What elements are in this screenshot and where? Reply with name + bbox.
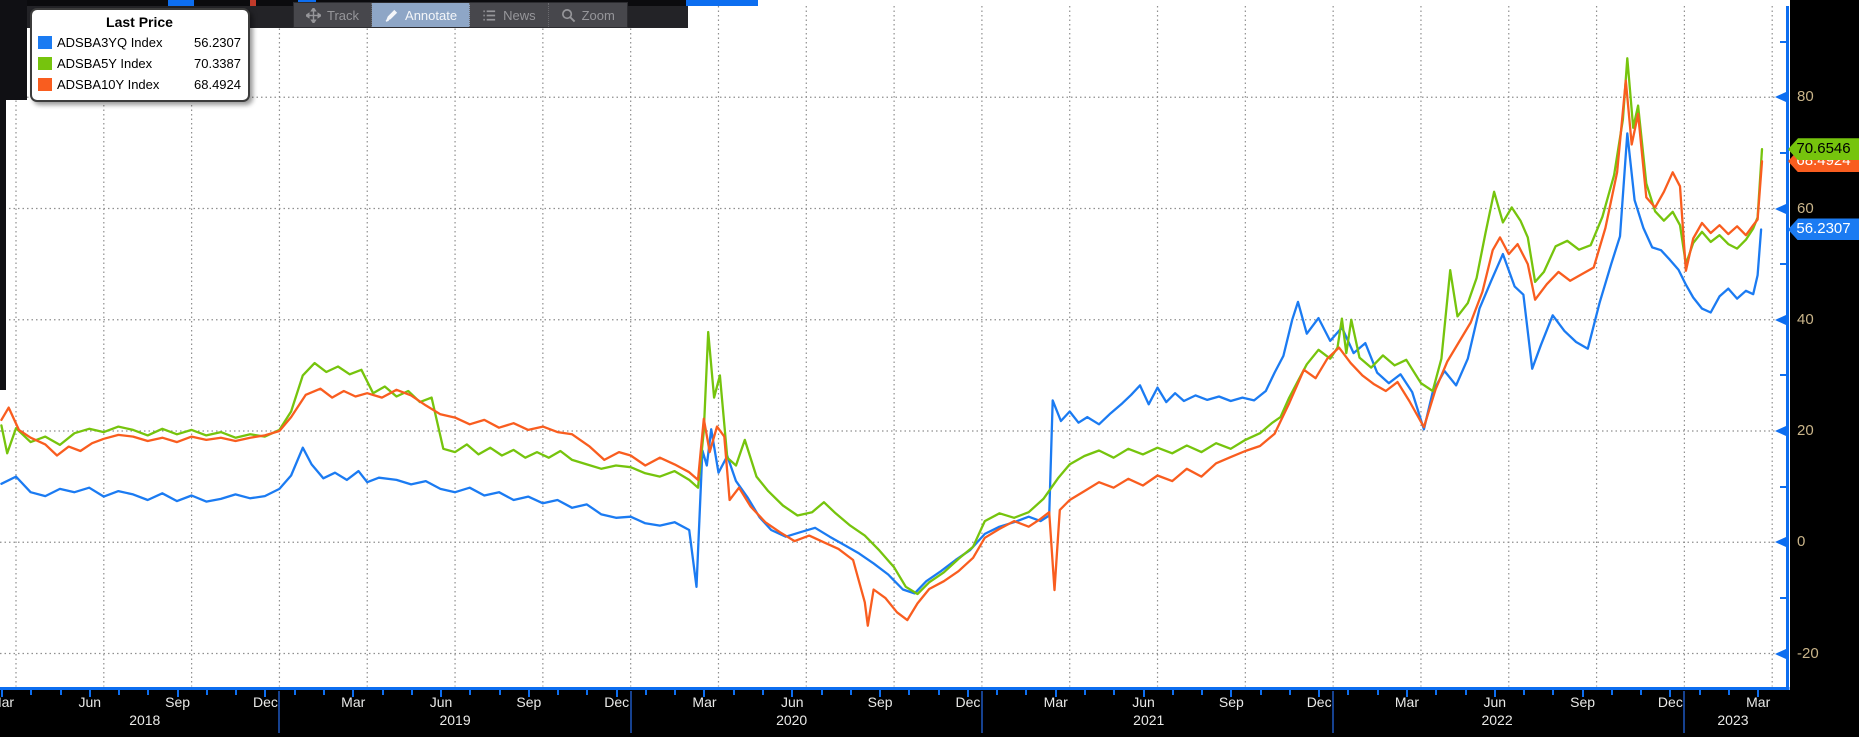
zoom-button-label: Zoom [581, 7, 615, 23]
annotate-button-label: Annotate [405, 7, 458, 23]
scroll-thumb[interactable] [168, 0, 194, 6]
legend-item-value: 56.2307 [194, 35, 241, 50]
legend-item-adsba10y[interactable]: ADSBA10Y Index 68.4924 [38, 74, 241, 95]
legend-item-name: ADSBA3YQ Index [57, 35, 163, 50]
series-line-ADSBA10Y[interactable] [0, 79, 1764, 627]
move-icon [306, 7, 321, 23]
zoom-button[interactable]: Zoom [549, 3, 627, 27]
legend-title: Last Price [106, 14, 173, 30]
track-button-label: Track [327, 7, 360, 23]
legend-item-adsba3yq[interactable]: ADSBA3YQ Index 56.2307 [38, 32, 241, 53]
legend-item-name: ADSBA5Y Index [57, 56, 153, 71]
left-edge-rail [0, 0, 6, 390]
pencil-icon [384, 8, 399, 23]
x-axis-label-bar [0, 690, 1859, 737]
legend-item-value: 70.3387 [194, 56, 241, 71]
chart-toolbar: Track Annotate News Zoom [293, 2, 628, 28]
green-series-swatch-icon [38, 57, 52, 70]
magnifier-icon [561, 8, 576, 23]
y-axis-label-column [1790, 0, 1859, 737]
panel-tab-indicator [686, 0, 758, 6]
strip-marker-icon [250, 0, 256, 6]
news-button-label: News [503, 7, 536, 23]
legend-item-adsba5y[interactable]: ADSBA5Y Index 70.3387 [38, 53, 241, 74]
legend-item-name: ADSBA10Y Index [57, 77, 160, 92]
series-line-ADSBA5Y[interactable] [0, 57, 1764, 596]
orange-series-swatch-icon [38, 78, 52, 91]
track-button[interactable]: Track [294, 3, 373, 27]
news-button[interactable]: News [470, 3, 549, 27]
annotate-button[interactable]: Annotate [372, 3, 471, 27]
legend-box[interactable]: Last Price ADSBA3YQ Index 56.2307 ADSBA5… [30, 8, 250, 102]
legend-item-value: 68.4924 [194, 77, 241, 92]
blue-series-swatch-icon [38, 36, 52, 49]
news-icon [482, 8, 497, 23]
